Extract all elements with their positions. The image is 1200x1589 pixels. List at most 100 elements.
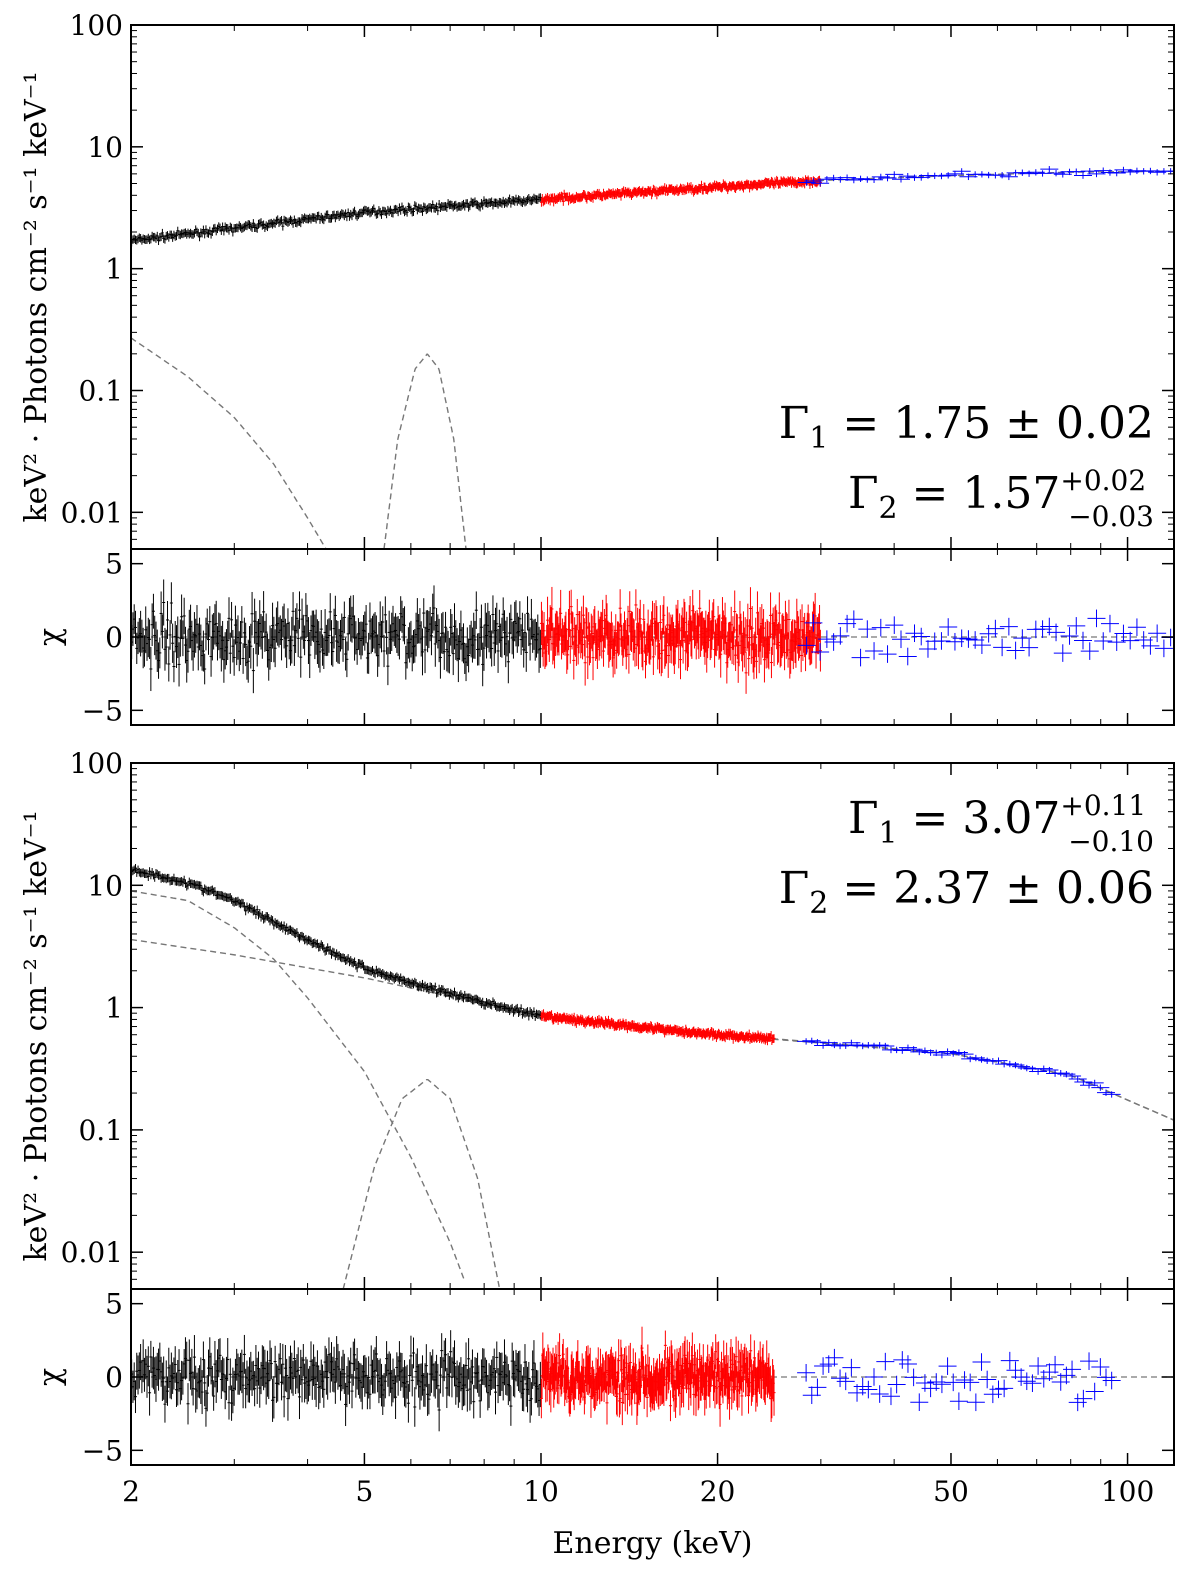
data-point [668, 1390, 672, 1422]
data-point [558, 1333, 562, 1378]
series-instrument-1 [131, 193, 542, 247]
data-point [337, 1351, 341, 1388]
data-point [876, 1352, 895, 1371]
data-point [575, 598, 579, 631]
data-point [405, 208, 409, 217]
data-point [966, 1393, 985, 1412]
data-point [724, 617, 728, 655]
data-point [786, 632, 790, 668]
data-point [836, 1042, 855, 1049]
data-point [1006, 1061, 1025, 1069]
data-point [590, 615, 594, 652]
x-axis-label: Energy (keV) [552, 1526, 752, 1561]
data-point [282, 921, 286, 930]
data-point [910, 1393, 929, 1411]
data-point [735, 614, 739, 660]
data-point [881, 1387, 900, 1406]
data-point [505, 616, 509, 657]
data-point [163, 1385, 167, 1423]
data-point [192, 1335, 196, 1380]
data-point [591, 635, 595, 681]
data-point [614, 614, 618, 647]
data-point [865, 642, 884, 660]
data-point [694, 626, 698, 660]
y-tick-label: 0.01 [61, 1236, 123, 1269]
data-point [804, 614, 823, 632]
data-point [650, 600, 654, 646]
data-point [155, 231, 159, 241]
data-point [567, 196, 571, 206]
data-point [769, 592, 773, 639]
series-instrument-3 [797, 609, 1174, 667]
plot-area-lower-spectrum [131, 864, 1174, 1289]
data-point [1100, 614, 1119, 633]
data-point [285, 1358, 289, 1393]
data-point [932, 1051, 951, 1059]
data-point [707, 599, 711, 639]
data-point [613, 631, 617, 675]
data-point [560, 192, 564, 202]
data-point [617, 1339, 621, 1383]
data-point [495, 1341, 499, 1374]
data-point [1060, 627, 1079, 645]
data-point [634, 589, 638, 621]
data-point [435, 202, 439, 211]
data-point [186, 629, 190, 673]
data-point [296, 1347, 300, 1394]
data-point [327, 618, 331, 653]
data-point [226, 1338, 230, 1382]
data-point [438, 1356, 442, 1394]
data-point [1020, 638, 1039, 657]
data-point [552, 197, 556, 207]
data-point [1102, 1371, 1121, 1390]
data-point [567, 590, 571, 638]
data-point [561, 1338, 565, 1370]
data-point [244, 622, 248, 667]
data-point [133, 1380, 137, 1414]
data-point [718, 1382, 722, 1427]
data-point [1040, 1066, 1059, 1074]
data-point [524, 632, 528, 672]
data-point [453, 987, 457, 997]
data-point [255, 905, 259, 915]
data-point [450, 1357, 454, 1398]
data-point [898, 172, 917, 180]
data-point [218, 1338, 222, 1373]
data-point [478, 1383, 482, 1418]
data-point [642, 604, 646, 635]
data-point [979, 624, 998, 643]
data-point [831, 1369, 850, 1388]
data-point [678, 639, 682, 680]
data-point [628, 591, 632, 632]
data-point [262, 591, 266, 633]
data-point [381, 606, 385, 638]
data-point [1107, 169, 1126, 177]
data-point [158, 637, 162, 669]
data-point [420, 628, 424, 676]
plot-area-upper-spectrum [131, 166, 1174, 549]
data-point [326, 1355, 330, 1400]
x-axis [130, 549, 1129, 725]
data-point [732, 626, 736, 666]
series-instrument-1 [131, 579, 542, 694]
data-point [955, 1371, 974, 1389]
data-point [972, 1353, 991, 1371]
data-point [583, 639, 587, 686]
data-point [798, 609, 802, 651]
data-point [978, 1370, 997, 1389]
data-point [328, 945, 332, 955]
data-point [878, 645, 897, 663]
data-point [945, 632, 964, 651]
x-tick-label: 5 [356, 1475, 374, 1508]
data-point [281, 1343, 285, 1385]
data-point [1127, 618, 1146, 637]
data-point [1087, 170, 1106, 178]
data-point [1097, 1368, 1116, 1387]
data-point [281, 222, 285, 231]
data-point [959, 630, 978, 648]
data-point [529, 1382, 533, 1416]
data-point [509, 604, 513, 635]
data-point [528, 627, 532, 661]
y-axis-label: χ [33, 628, 68, 646]
data-point [538, 629, 542, 668]
